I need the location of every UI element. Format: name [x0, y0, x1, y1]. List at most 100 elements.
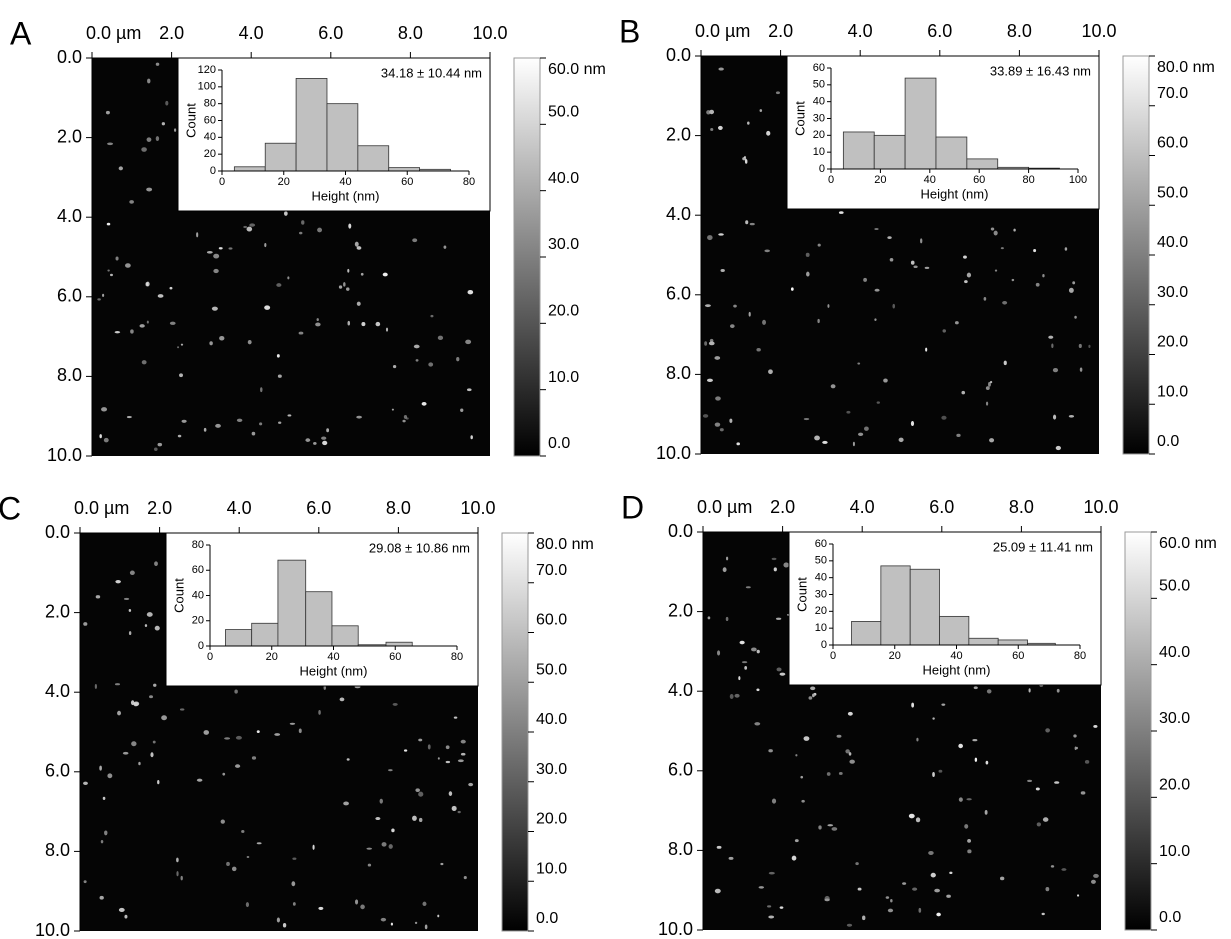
particle [154, 447, 158, 451]
particle [101, 407, 108, 412]
particle [276, 354, 280, 358]
particle [748, 311, 751, 317]
particle [728, 856, 734, 860]
particle [276, 917, 280, 923]
particle [220, 819, 225, 824]
particle [177, 434, 182, 438]
particle [892, 303, 896, 309]
particle [729, 693, 734, 699]
particle [706, 110, 711, 115]
particle [954, 321, 959, 325]
y-axis-label: Count [794, 577, 809, 612]
particle [1061, 868, 1067, 871]
particle [822, 440, 828, 444]
x-tick-label: 2.0 [768, 21, 793, 41]
particle [291, 881, 296, 887]
inset-box [788, 531, 1102, 686]
particle [247, 339, 252, 345]
particle [367, 863, 372, 867]
particle [736, 442, 740, 446]
colorbar-label: 10.0 [1157, 383, 1188, 400]
colorbar-label: 20.0 [536, 811, 567, 828]
particle [453, 716, 458, 719]
x-tick-label: 80 [1074, 650, 1086, 662]
particle [830, 384, 836, 389]
particle [149, 695, 154, 699]
particle [1079, 367, 1083, 372]
particle [733, 304, 737, 308]
x-tick-label: 60 [973, 174, 985, 186]
particle [848, 752, 852, 756]
particle [130, 329, 134, 334]
particle [133, 701, 140, 706]
particle [1073, 734, 1077, 738]
x-tick-label: 0.0 µm [695, 21, 750, 41]
particle [437, 757, 440, 760]
particle [852, 441, 855, 447]
y-tick-label: 10.0 [35, 920, 70, 939]
y-tick-label: 10 [813, 146, 825, 158]
particle [1090, 879, 1096, 884]
particle [990, 227, 995, 231]
particle [318, 906, 324, 911]
particle [718, 233, 724, 236]
particle [913, 265, 918, 269]
particle [932, 717, 935, 720]
particle [249, 223, 256, 227]
x-tick-label: 2.0 [147, 498, 172, 518]
y-tick-label: 50 [815, 555, 827, 567]
particle [1035, 282, 1040, 287]
particle [381, 842, 387, 847]
y-axis-label: Count [792, 101, 807, 136]
colorbar [501, 532, 529, 932]
particle [213, 253, 220, 259]
x-tick-label: 40 [339, 176, 351, 188]
particle [246, 226, 253, 232]
particle [768, 369, 773, 375]
particle [102, 796, 106, 800]
particle [226, 861, 230, 867]
particle [826, 772, 831, 776]
histogram-bar [873, 134, 906, 170]
particle [838, 211, 844, 214]
y-tick-label: 10.0 [656, 443, 691, 463]
x-tick-label: 20 [278, 176, 290, 188]
particle [730, 324, 735, 329]
x-tick-label: 6.0 [318, 23, 343, 43]
particle [448, 791, 453, 797]
colorbar-label: 70.0 [536, 562, 567, 579]
particle [224, 737, 231, 740]
y-tick-label: 0.0 [45, 522, 70, 542]
particle [783, 562, 789, 568]
y-tick-label: 2.0 [45, 601, 70, 621]
particle [348, 223, 352, 229]
particle [985, 386, 990, 390]
y-tick-label: 0 [821, 639, 827, 651]
particle [831, 827, 838, 831]
particle [1036, 822, 1041, 827]
y-tick-label: 2.0 [668, 600, 693, 620]
x-tick-label: 8.0 [398, 23, 423, 43]
particle [403, 749, 408, 752]
particle [808, 696, 813, 700]
particle [941, 415, 947, 420]
colorbar-label: 0.0 [536, 910, 558, 927]
particle [126, 415, 132, 419]
x-axis-label: Height (nm) [921, 186, 989, 201]
particle [346, 287, 350, 291]
inset-box [165, 532, 479, 687]
particle [961, 390, 966, 395]
particle [276, 283, 282, 287]
particle [313, 441, 317, 445]
particle [776, 667, 782, 672]
particle [131, 741, 137, 747]
x-tick-label: 4.0 [848, 21, 873, 41]
particle [1000, 876, 1005, 881]
y-tick-label: 0 [210, 165, 216, 177]
particle [234, 764, 241, 768]
particle [855, 862, 859, 866]
particle [161, 122, 165, 126]
particle [1048, 335, 1054, 339]
particle [1011, 278, 1015, 282]
x-tick-label: 20 [889, 650, 901, 662]
